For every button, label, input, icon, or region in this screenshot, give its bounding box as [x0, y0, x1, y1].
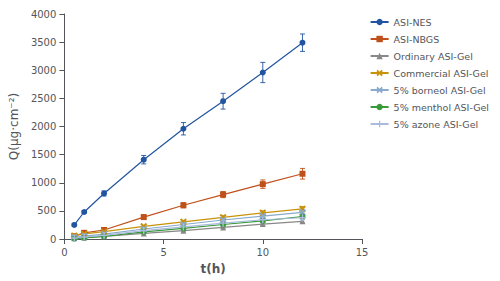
svg-text:2500: 2500 — [31, 93, 56, 104]
svg-text:3000: 3000 — [31, 65, 56, 76]
svg-text:t(h): t(h) — [201, 262, 226, 276]
svg-text:5% borneol ASI-Gel: 5% borneol ASI-Gel — [394, 85, 486, 96]
svg-text:5% menthol ASI-Gel: 5% menthol ASI-Gel — [394, 102, 489, 113]
svg-text:0: 0 — [61, 247, 67, 258]
svg-text:2000: 2000 — [31, 121, 56, 132]
svg-text:5: 5 — [160, 247, 166, 258]
svg-text:Commercial ASI-Gel: Commercial ASI-Gel — [394, 68, 489, 79]
svg-text:ASI-NBGS: ASI-NBGS — [394, 34, 440, 45]
svg-text:3500: 3500 — [31, 37, 56, 48]
svg-text:Q(μg·cm⁻²): Q(μg·cm⁻²) — [7, 93, 21, 160]
svg-text:1000: 1000 — [31, 177, 56, 188]
svg-text:500: 500 — [37, 205, 56, 216]
svg-text:ASI-NES: ASI-NES — [394, 17, 432, 28]
svg-text:0: 0 — [50, 234, 56, 245]
svg-text:Ordinary ASI-Gel: Ordinary ASI-Gel — [394, 51, 473, 62]
svg-text:10: 10 — [256, 247, 269, 258]
svg-text:1500: 1500 — [31, 149, 56, 160]
svg-text:15: 15 — [356, 247, 369, 258]
svg-text:5% azone ASI-Gel: 5% azone ASI-Gel — [394, 119, 479, 130]
svg-text:4000: 4000 — [31, 9, 56, 20]
